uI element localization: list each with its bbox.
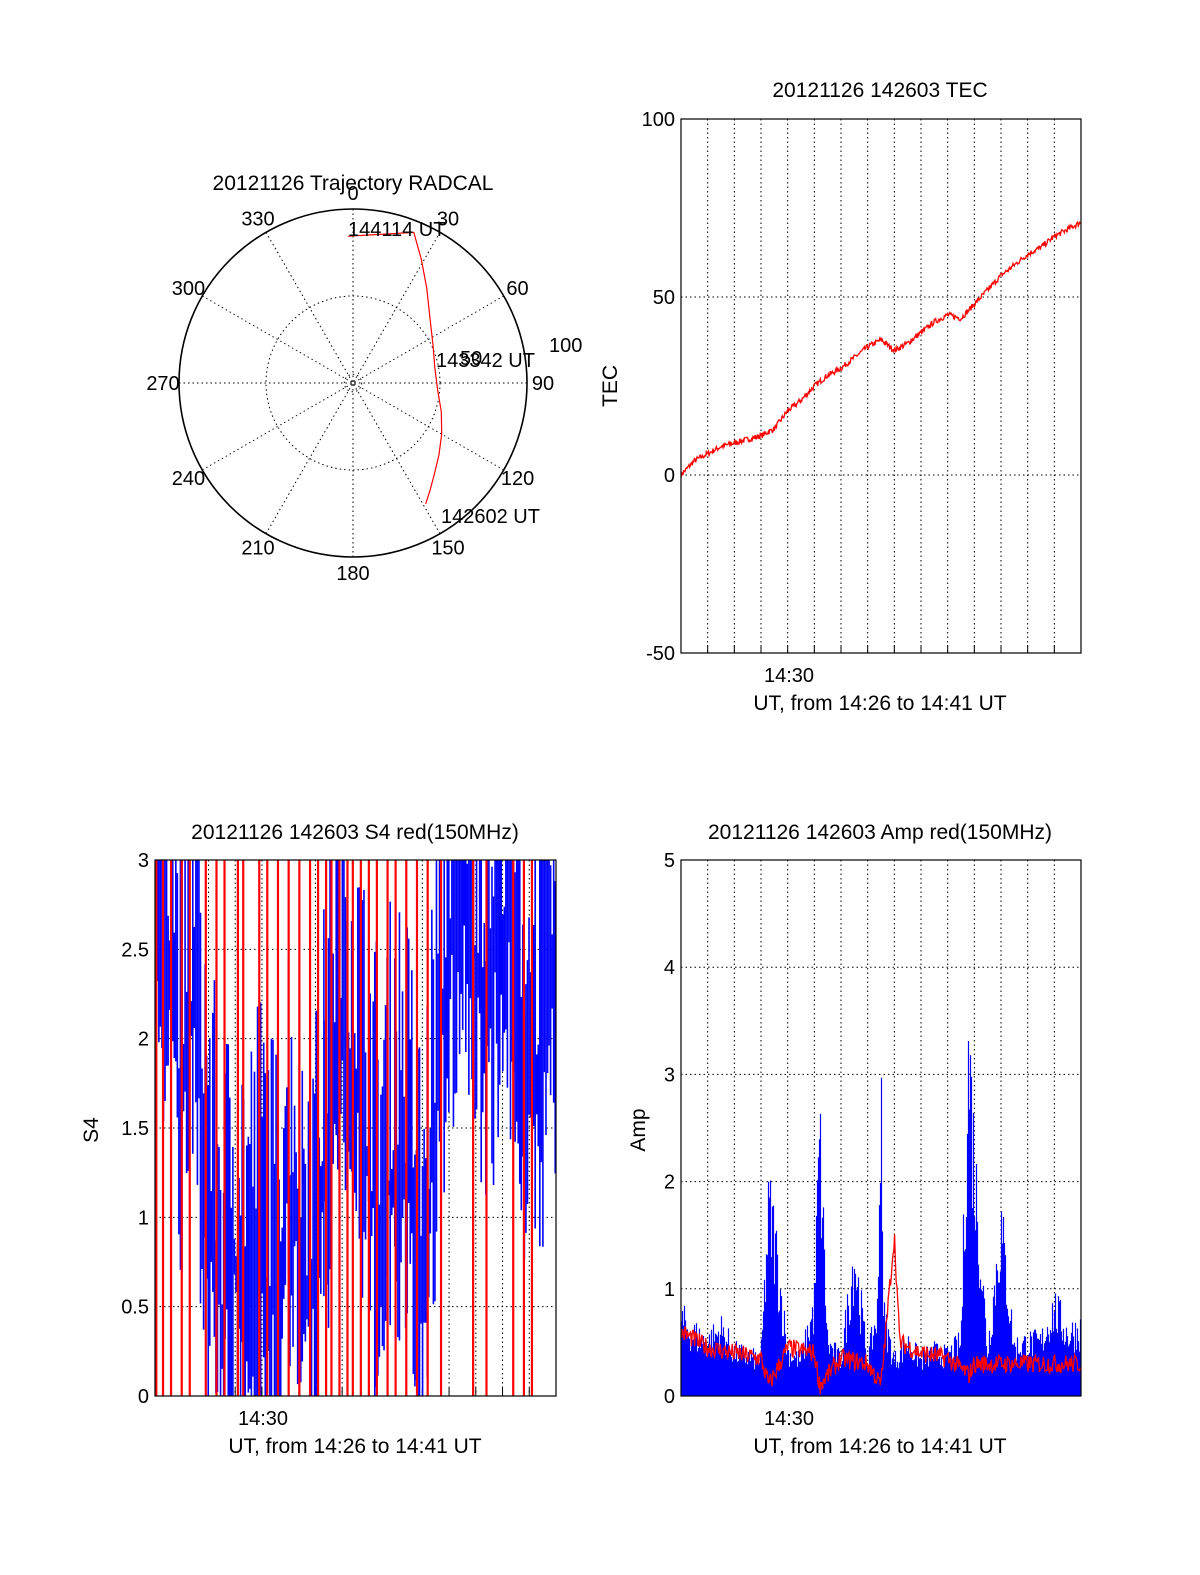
s4-ytick-label: 0 xyxy=(138,1386,149,1408)
tec-x-label: UT, from 14:26 to 14:41 UT xyxy=(753,692,1006,715)
s4-title: 20121126 142603 S4 red(150MHz) xyxy=(191,821,519,844)
tec-grid xyxy=(681,119,1081,653)
amp-red-series-line xyxy=(680,1234,1082,1395)
amp-ytick-label: 5 xyxy=(664,850,675,872)
tec-ytick-label: 50 xyxy=(653,287,675,309)
polar-angle-label: 210 xyxy=(241,538,274,560)
amp-ytick-label: 3 xyxy=(664,1064,675,1086)
s4-ytick-label: 3 xyxy=(138,850,149,872)
tec-series-line xyxy=(680,220,1082,478)
amp-ytick-label: 4 xyxy=(664,957,675,979)
s4-x-tick-1430: 14:30 xyxy=(238,1408,288,1430)
tec-y-label: TEC xyxy=(599,365,622,407)
s4-ytick-label: 1.5 xyxy=(121,1118,149,1140)
polar-radius-label-100: 100 xyxy=(549,335,582,357)
polar-angle-label: 330 xyxy=(241,208,274,230)
tec-ytick-label: 0 xyxy=(664,465,675,487)
amp-blue-series xyxy=(680,1040,1082,1396)
s4-y-label: S4 xyxy=(80,1117,103,1143)
polar-angle-label: 150 xyxy=(431,538,464,560)
polar-angle-label: 30 xyxy=(437,208,459,230)
polar-angle-label: 180 xyxy=(336,563,369,585)
s4-ytick-label: 2 xyxy=(138,1029,149,1051)
trajectory-start-label: 142602 UT xyxy=(441,506,540,528)
amp-x-tick-1430: 14:30 xyxy=(764,1408,814,1430)
polar-angle-label: 0 xyxy=(347,183,358,205)
polar-radius-label-50: 50 xyxy=(460,348,482,370)
amp-y-ticks: 0 1 2 3 4 5 xyxy=(664,850,675,1408)
s4-ytick-label: 2.5 xyxy=(121,939,149,961)
polar-grid xyxy=(178,208,528,558)
polar-trajectory-panel: 20121126 Trajectory RADCAL 0 30 60 90 120 150… xyxy=(146,172,582,585)
tec-ytick-label: -50 xyxy=(646,643,675,665)
s4-ytick-label: 1 xyxy=(138,1207,149,1229)
tec-ytick-label: 100 xyxy=(642,109,675,131)
trajectory-line xyxy=(347,231,443,505)
amp-y-label: Amp xyxy=(627,1108,650,1151)
polar-angle-label: 60 xyxy=(506,278,528,300)
polar-angle-label: 300 xyxy=(172,278,205,300)
polar-angle-label: 240 xyxy=(172,468,205,490)
tec-title: 20121126 142603 TEC xyxy=(772,79,987,102)
amp-x-label: UT, from 14:26 to 14:41 UT xyxy=(753,1435,1006,1458)
trajectory-end-label: 144114 UT xyxy=(348,219,445,241)
trajectory-mid-label: 143342 UT xyxy=(436,350,535,372)
amp-panel: 20121126 142603 Amp red(150MHz) 0 1 2 3 4 5 1… xyxy=(627,821,1082,1458)
s4-panel: 20121126 142603 S4 red(150MHz) 0 0.5 1 1.5 2… xyxy=(80,821,557,1458)
polar-angle-label: 90 xyxy=(532,373,554,395)
polar-outer-circle xyxy=(178,208,528,558)
s4-x-label: UT, from 14:26 to 14:41 UT xyxy=(228,1435,481,1458)
tec-y-ticks: -50 0 50 100 xyxy=(642,109,675,665)
s4-ytick-label: 0.5 xyxy=(121,1297,149,1319)
s4-red-series xyxy=(155,860,534,1396)
amp-plot-frame xyxy=(680,859,1082,1397)
tec-x-tick-1430: 14:30 xyxy=(764,665,814,687)
amp-ytick-label: 0 xyxy=(664,1386,675,1408)
amp-title: 20121126 142603 Amp red(150MHz) xyxy=(708,821,1052,844)
amp-ytick-label: 2 xyxy=(664,1172,675,1194)
amp-ytick-label: 1 xyxy=(664,1279,675,1301)
s4-plot-frame xyxy=(154,859,557,1397)
tec-panel: 20121126 142603 TEC -50 0 50 100 14:30 UT, … xyxy=(599,79,1082,715)
polar-angle-labels: 0 30 60 90 120 150 180 210 240 270 300 330 xyxy=(146,183,554,585)
tec-plot-frame xyxy=(680,118,1082,654)
polar-angle-label: 270 xyxy=(146,373,179,395)
s4-y-ticks: 0 0.5 1 1.5 2 2.5 3 xyxy=(121,850,149,1408)
polar-angle-label: 120 xyxy=(501,468,534,490)
polar-grid-circle xyxy=(343,373,363,393)
polar-title: 20121126 Trajectory RADCAL xyxy=(213,172,494,195)
